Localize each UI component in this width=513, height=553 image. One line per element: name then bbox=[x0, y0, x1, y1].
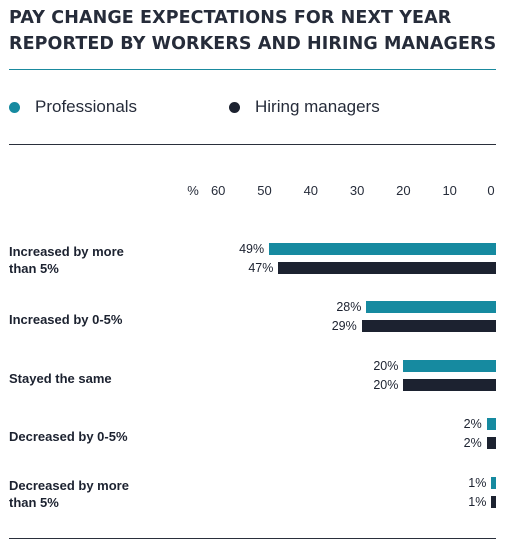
category-label: Increased by more than 5% bbox=[9, 244, 124, 276]
bar-hiring-managers bbox=[486, 437, 496, 449]
data-label: 28% bbox=[336, 300, 362, 314]
bar-professionals bbox=[366, 301, 496, 313]
axis-tick-label: 20 bbox=[396, 183, 411, 198]
legend-divider bbox=[9, 144, 496, 145]
bar-hiring-managers bbox=[361, 320, 496, 332]
data-label: 29% bbox=[331, 319, 357, 333]
bar-hiring-managers bbox=[278, 262, 496, 274]
data-label: 47% bbox=[248, 261, 274, 275]
data-label: 20% bbox=[373, 359, 399, 373]
legend: Professionals Hiring managers bbox=[9, 97, 504, 123]
title-divider bbox=[9, 69, 496, 70]
legend-label-professionals: Professionals bbox=[35, 97, 138, 116]
legend-item-professionals[interactable]: Professionals bbox=[9, 97, 137, 117]
category-label: Stayed the same bbox=[9, 371, 112, 386]
category-label: Decreased by 0-5% bbox=[9, 429, 128, 444]
data-label: 1% bbox=[468, 495, 487, 509]
axis-tick-label: 10 bbox=[442, 183, 457, 198]
bar-professionals bbox=[486, 418, 496, 430]
bar-professionals bbox=[491, 477, 496, 489]
data-label: 2% bbox=[463, 417, 482, 431]
data-label: 2% bbox=[463, 436, 482, 450]
legend-label-hiring-managers: Hiring managers bbox=[255, 97, 380, 116]
data-label: 49% bbox=[239, 242, 265, 256]
chart-title: PAY CHANGE EXPECTATIONS FOR NEXT YEAR RE… bbox=[9, 8, 497, 54]
bar-professionals bbox=[403, 360, 496, 372]
bar-hiring-managers bbox=[403, 379, 496, 391]
bar-hiring-managers bbox=[491, 496, 496, 508]
data-label: 1% bbox=[468, 476, 487, 490]
bottom-divider bbox=[9, 538, 496, 539]
bar-professionals bbox=[269, 243, 496, 255]
axis-tick-label: 30 bbox=[349, 183, 365, 198]
legend-dot-professionals bbox=[9, 101, 20, 113]
category-label: Increased by 0-5% bbox=[9, 312, 123, 327]
category-label: Decreased by more than 5% bbox=[9, 478, 129, 510]
legend-dot-hiring-managers bbox=[229, 101, 240, 113]
axis-unit-label: % bbox=[187, 183, 199, 198]
data-label: 20% bbox=[373, 378, 399, 392]
axis-tick-label: 40 bbox=[303, 183, 319, 198]
legend-item-hiring-managers[interactable]: Hiring managers bbox=[229, 97, 380, 117]
axis-tick-label: 0 bbox=[487, 183, 495, 198]
axis-tick-label: 50 bbox=[257, 183, 272, 198]
axis-tick-label: 60 bbox=[210, 183, 226, 198]
